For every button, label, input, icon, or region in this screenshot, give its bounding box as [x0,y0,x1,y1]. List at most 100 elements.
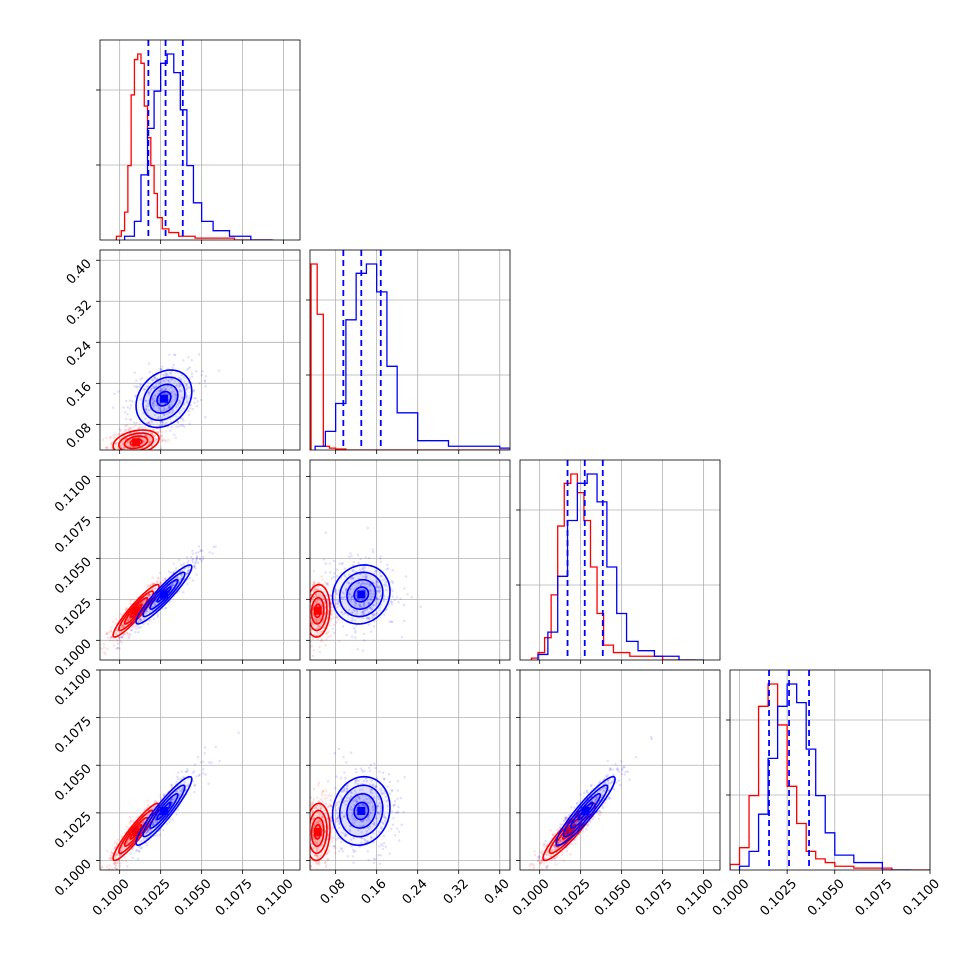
scatter-point [151,576,154,579]
scatter-point [360,598,364,602]
scatter-point [321,609,324,612]
scatter-point [163,388,166,392]
scatter-point [164,387,167,391]
scatter-point [172,562,175,565]
scatter-point [315,814,318,817]
scatter-point [186,569,190,573]
scatter-point [378,609,381,612]
scatter-point [349,599,352,602]
scatter-point [353,587,356,591]
scatter-point [143,440,147,443]
scatter-point [322,558,326,561]
scatter-point [304,591,306,593]
scatter-point [373,604,376,607]
scatter-point [146,825,150,828]
scatter-point [303,648,305,650]
scatter-point [326,612,330,615]
scatter-point [330,612,333,616]
scatter-point [353,609,356,613]
scatter-point [195,775,198,778]
scatter-point [362,824,365,827]
scatter-point [372,616,375,619]
scatter-point [164,607,167,610]
scatter-point [170,783,173,786]
scatter-point [131,624,135,627]
scatter-point [370,595,373,598]
scatter-point [369,791,372,794]
scatter-point [170,584,174,587]
scatter-point [142,453,144,455]
scatter-point [316,842,319,845]
scatter-point [193,783,197,787]
scatter-point [141,425,144,429]
scatter-point [356,582,360,585]
scatter-point [151,583,154,586]
scatter-point [162,379,165,382]
scatter-point [102,646,106,649]
scatter-point [124,856,127,859]
scatter-point [118,853,122,857]
scatter-point [369,592,372,595]
scatter-point [575,820,579,823]
scatter-point [559,840,562,843]
scatter-point [384,580,387,584]
scatter-point [324,571,327,574]
scatter-point [334,809,338,812]
scatter-point [319,821,323,825]
scatter-point [315,855,318,858]
scatter-point [133,433,136,437]
scatter-point [317,625,320,629]
scatter-point [155,403,158,407]
scatter-point [166,374,169,377]
scatter-point [131,598,134,602]
scatter-point [596,795,599,798]
scatter-point [177,401,181,404]
scatter-point [340,610,343,614]
scatter-point [349,825,352,828]
scatter-point [307,849,309,851]
scatter-point [131,845,134,848]
scatter-point [321,828,324,831]
scatter-point [121,442,124,445]
scatter-point [396,789,399,792]
contour-level-3 [310,583,331,638]
scatter-point [341,790,344,793]
scatter-point [134,630,137,634]
scatter-point [137,620,140,624]
scatter-point [322,597,325,600]
scatter-point [378,812,381,816]
scatter-point [360,841,363,845]
scatter-point [148,440,151,444]
scatter-point [175,425,178,429]
scatter-point [354,636,357,639]
scatter-point [126,631,129,635]
scatter-point [316,638,319,641]
scatter-point [354,619,357,622]
scatter-point [114,846,117,849]
scatter-point [186,582,189,586]
scatter-point [366,815,370,819]
scatter-point [319,593,322,596]
scatter-point [143,434,146,437]
scatter-point [121,847,124,850]
scatter-point [341,561,344,565]
scatter-point [345,787,349,790]
scatter-point [168,372,171,375]
scatter-point [325,864,328,867]
scatter-point [180,396,184,399]
scatter-point [201,549,204,553]
scatter-point [361,588,364,591]
scatter-point [321,816,325,819]
scatter-point [374,785,378,788]
scatter-point [385,563,389,567]
scatter-point [342,832,345,835]
scatter-point [393,803,397,806]
scatter-point [145,806,149,809]
scatter-point [120,460,122,462]
scatter-point [142,820,145,824]
scatter-point [329,634,333,638]
scatter-point [310,621,314,625]
scatter-point [326,780,330,783]
scatter-point [312,787,316,791]
scatter-point [160,416,164,419]
